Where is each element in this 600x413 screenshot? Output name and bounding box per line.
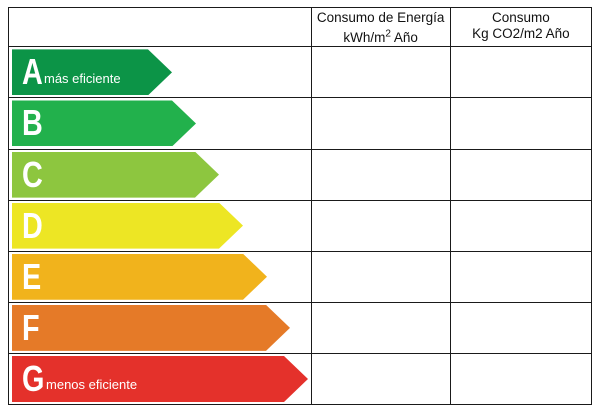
rating-caption: más eficiente bbox=[44, 70, 121, 86]
band-row-b: B bbox=[8, 97, 593, 150]
band-row-d: D bbox=[8, 199, 593, 252]
rating-letter: B bbox=[22, 102, 43, 144]
energy-consumption-header: Consumo de Energía kWh/m2 Año bbox=[310, 6, 451, 48]
rating-letter: D bbox=[22, 204, 43, 246]
rating-letter: F bbox=[22, 306, 40, 348]
energy-value-cell bbox=[310, 199, 451, 252]
energy-unit: kWh/m2 Año bbox=[343, 28, 418, 45]
band-scale-cell: D bbox=[8, 199, 312, 252]
band-row-f: F bbox=[8, 301, 593, 354]
co2-value-cell bbox=[449, 301, 593, 354]
scale-header-blank bbox=[8, 6, 312, 48]
co2-value-cell bbox=[449, 97, 593, 150]
rating-bar-b: B bbox=[12, 100, 196, 146]
energy-value-cell bbox=[310, 352, 451, 406]
rating-bar-e: E bbox=[12, 254, 267, 300]
energy-value-cell bbox=[310, 97, 451, 150]
rating-caption: menos eficiente bbox=[46, 377, 138, 393]
rating-bar-c: C bbox=[12, 152, 219, 198]
band-scale-cell: C bbox=[8, 148, 312, 201]
rating-letter: E bbox=[22, 255, 42, 297]
energy-value-cell bbox=[310, 46, 451, 99]
co2-value-cell bbox=[449, 250, 593, 303]
co2-title: Consumo bbox=[491, 10, 550, 25]
co2-value-cell bbox=[449, 148, 593, 201]
rating-bar-f: F bbox=[12, 305, 290, 351]
band-scale-cell: E bbox=[8, 250, 312, 303]
co2-value-cell bbox=[449, 199, 593, 252]
co2-unit: Kg CO2/m2 Año bbox=[472, 26, 570, 41]
energy-value-cell bbox=[310, 301, 451, 354]
co2-value-cell bbox=[449, 352, 593, 406]
co2-value-cell bbox=[449, 46, 593, 99]
rating-letter: G bbox=[22, 357, 45, 399]
energy-label-table: Consumo de Energía kWh/m2 Año Consumo Kg… bbox=[8, 6, 593, 406]
energy-value-cell bbox=[310, 148, 451, 201]
band-row-e: E bbox=[8, 250, 593, 303]
rating-bar-d: D bbox=[12, 203, 243, 249]
rating-letter: A bbox=[22, 51, 43, 93]
band-scale-cell: F bbox=[8, 301, 312, 354]
rating-letter: C bbox=[22, 153, 43, 195]
energy-title: Consumo de Energía bbox=[316, 10, 445, 25]
co2-consumption-header: Consumo Kg CO2/m2 Año bbox=[449, 6, 593, 48]
energy-value-cell bbox=[310, 250, 451, 303]
header-row: Consumo de Energía kWh/m2 Año Consumo Kg… bbox=[8, 6, 593, 48]
band-row-c: C bbox=[8, 148, 593, 201]
band-scale-cell: B bbox=[8, 97, 312, 150]
